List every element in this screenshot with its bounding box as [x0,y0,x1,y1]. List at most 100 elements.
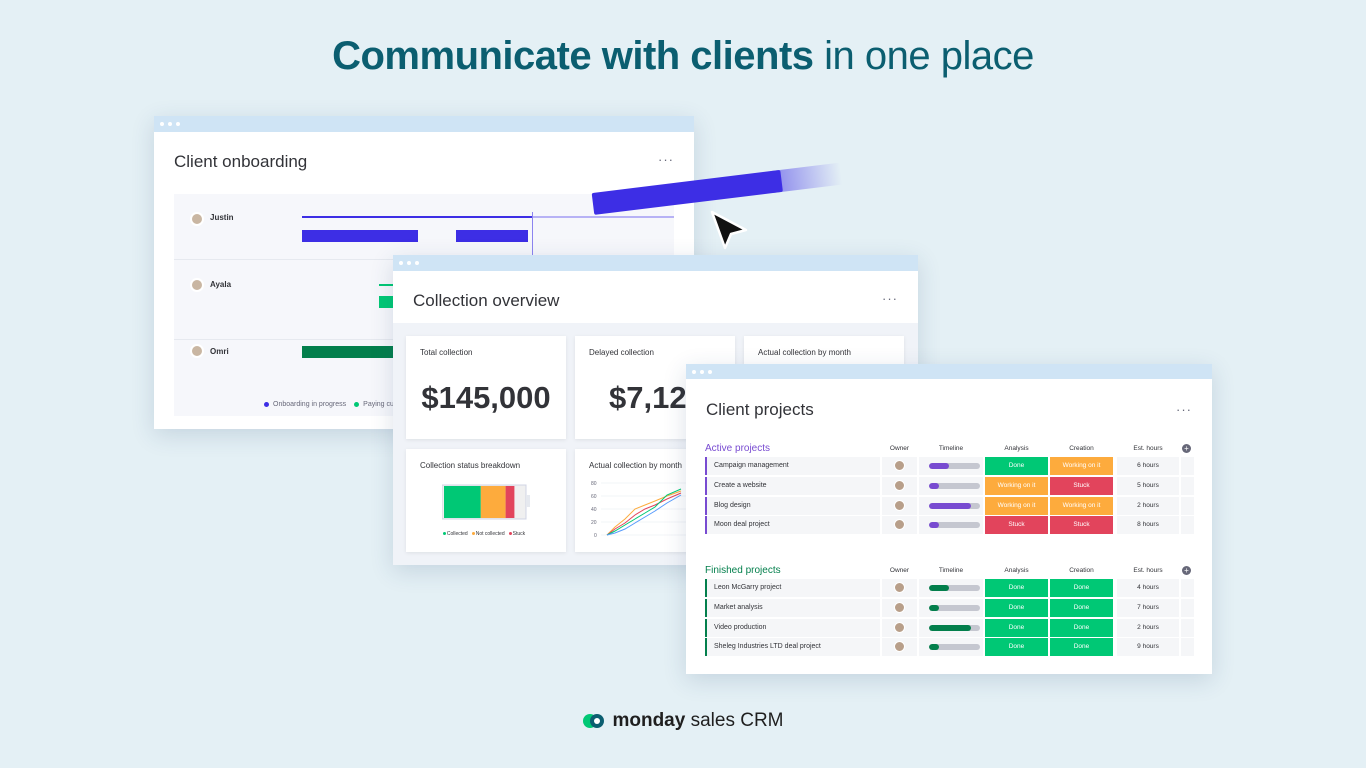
timeline-cell[interactable] [919,476,983,495]
onboarding-menu-icon[interactable]: ··· [658,152,674,167]
person-name: Omri [210,347,229,356]
analysis-status[interactable]: Working on it [985,496,1048,515]
creation-status[interactable]: Working on it [1050,496,1113,515]
project-name[interactable]: Market analysis [705,598,880,617]
avatar [190,278,204,292]
table-row[interactable]: Video production Done Done 2 hours [705,618,1194,639]
hours-cell[interactable]: 2 hours [1117,496,1179,515]
analysis-status[interactable]: Done [985,579,1048,597]
column-header-analysis[interactable]: Analysis [1004,567,1029,574]
analysis-status[interactable]: Done [985,618,1048,637]
group-title[interactable]: Finished projects [705,565,781,576]
table-row[interactable]: Blog design Working on it Working on it 2 h… [705,496,1194,517]
project-name[interactable]: Moon deal project [705,516,880,535]
hours-cell[interactable]: 7 hours [1117,598,1179,617]
creation-status[interactable]: Done [1050,579,1113,597]
timeline-cell[interactable] [919,457,983,475]
project-name[interactable]: Create a website [705,476,880,495]
avatar [894,460,905,471]
analysis-status[interactable]: Done [985,598,1048,617]
gantt-bar[interactable] [302,230,418,242]
project-name[interactable]: Video production [705,618,880,637]
window-titlebar [686,364,1212,379]
table-row[interactable]: Create a website Working on it Stuck 5 hour… [705,476,1194,497]
hours-cell[interactable]: 8 hours [1117,516,1179,535]
timeline-cell[interactable] [919,618,983,637]
column-header-owner[interactable]: Owner [889,445,910,452]
project-name[interactable]: Campaign management [705,457,880,475]
creation-status[interactable]: Done [1050,618,1113,637]
table-row[interactable]: Sheleg Industries LTD deal project Done Do… [705,638,1194,658]
active-rows: Campaign management Done Working on it 6 ho… [705,457,1194,536]
hours-cell[interactable]: 2 hours [1117,618,1179,637]
series-line [606,488,682,536]
owner-cell[interactable] [882,516,917,535]
creation-status[interactable]: Stuck [1050,476,1113,495]
analysis-status[interactable]: Done [985,457,1048,475]
column-header-creation[interactable]: Creation [1069,567,1094,574]
breakdown-segment [480,486,506,518]
card-label: Collection status breakdown [420,461,521,470]
avatar [894,519,905,531]
card-label: Total collection [420,348,473,357]
column-header-creation[interactable]: Creation [1069,445,1094,452]
series-line [606,492,682,536]
breakdown-segment [505,486,515,518]
timeline-cell[interactable] [919,579,983,597]
owner-cell[interactable] [882,598,917,617]
group-title[interactable]: Active projects [705,443,771,454]
headline-light: in one place [813,34,1034,78]
table-row[interactable]: Moon deal project Stuck Stuck 8 hours [705,516,1194,536]
table-row[interactable]: Market analysis Done Done 7 hours [705,598,1194,619]
creation-status[interactable]: Working on it [1050,457,1113,475]
timeline-cell[interactable] [919,516,983,535]
collection-status-card[interactable]: Collection status breakdown Collected Not… [406,449,566,552]
analysis-status[interactable]: Stuck [985,516,1048,535]
timeline-cell[interactable] [919,496,983,515]
timeline-bar [929,624,980,631]
owner-cell[interactable] [882,457,917,475]
column-header-analysis[interactable]: Analysis [1004,445,1029,452]
table-row[interactable]: Leon McGarry project Done Done 4 hours [705,579,1194,599]
finished-projects-group: Finished projects Owner Timeline Analysi… [705,563,1194,658]
timeline-cell[interactable] [919,598,983,617]
hours-cell[interactable]: 9 hours [1117,638,1179,657]
headline: Communicate with clients in one place [0,34,1366,79]
hours-cell[interactable]: 5 hours [1117,476,1179,495]
project-name[interactable]: Leon McGarry project [705,579,880,597]
analysis-status[interactable]: Working on it [985,476,1048,495]
owner-cell[interactable] [882,496,917,515]
owner-cell[interactable] [882,638,917,657]
column-header-owner[interactable]: Owner [889,567,910,574]
gantt-bar[interactable] [456,230,528,242]
hours-cell[interactable]: 6 hours [1117,457,1179,475]
owner-cell[interactable] [882,579,917,597]
gantt-bar[interactable] [302,216,532,218]
timeline-cell[interactable] [919,638,983,657]
window-dot-icon [168,122,172,126]
column-header-hours[interactable]: Est. hours [1133,445,1163,452]
column-header-timeline[interactable]: Timeline [938,445,964,452]
total-collection-card[interactable]: Total collection $145,000 [406,336,566,439]
column-header-hours[interactable]: Est. hours [1133,567,1163,574]
gantt-bar[interactable] [302,346,420,358]
creation-status[interactable]: Done [1050,598,1113,617]
add-column-icon[interactable]: + [1182,444,1191,453]
project-name[interactable]: Sheleg Industries LTD deal project [705,638,880,657]
project-name[interactable]: Blog design [705,496,880,515]
y-tick: 0 [594,533,597,539]
owner-cell[interactable] [882,476,917,495]
owner-cell[interactable] [882,618,917,637]
creation-status[interactable]: Done [1050,638,1113,657]
column-header-timeline[interactable]: Timeline [938,567,964,574]
creation-status[interactable]: Stuck [1050,516,1113,535]
projects-menu-icon[interactable]: ··· [1176,402,1192,417]
analysis-status[interactable]: Done [985,638,1048,657]
add-column-icon[interactable]: + [1182,566,1191,575]
legend-item: Not collected [471,531,505,537]
window-dot-icon [407,261,411,265]
hours-cell[interactable]: 4 hours [1117,579,1179,597]
collection-menu-icon[interactable]: ··· [882,291,898,306]
table-row[interactable]: Campaign management Done Working on it 6 ho… [705,457,1194,477]
person-name: Ayala [210,280,232,289]
